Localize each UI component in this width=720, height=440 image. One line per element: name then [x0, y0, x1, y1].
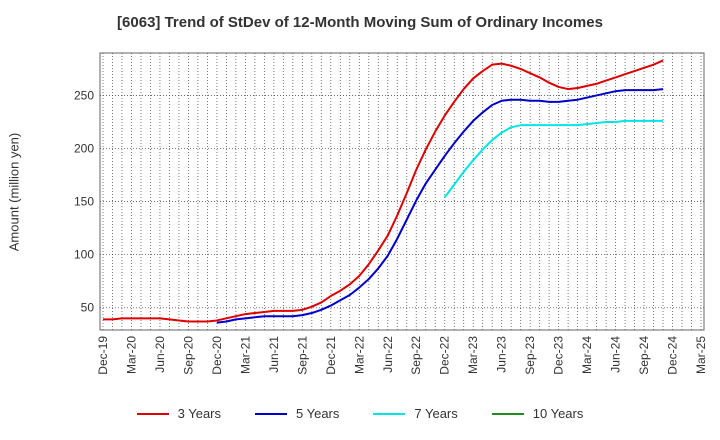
x-tick-label: Mar-21: [238, 336, 252, 374]
legend-label: 3 Years: [177, 406, 221, 421]
x-tick-label: Dec-20: [210, 336, 224, 375]
legend-swatch: [491, 412, 524, 415]
plot-frame: [99, 52, 705, 331]
x-tick-label: Jun-20: [153, 336, 167, 373]
legend-item-3-years: 3 Years: [136, 406, 221, 421]
x-tick-label: Mar-22: [352, 336, 366, 374]
x-tick-label: Sep-21: [295, 336, 309, 375]
chart-title: [6063] Trend of StDev of 12-Month Moving…: [117, 14, 603, 31]
y-axis: 50 100 150 200 250: [74, 88, 94, 314]
legend-swatch: [136, 412, 169, 415]
x-tick-label: Sep-23: [523, 336, 537, 375]
y-tick-label: 50: [81, 301, 95, 315]
legend-item-5-years: 5 Years: [255, 406, 339, 421]
x-tick-label: Sep-20: [181, 336, 195, 375]
series-line-5-years: [216, 88, 664, 324]
x-axis: Dec-19 Mar-20 Jun-20 Sep-20 Dec-20 Mar-21 Jun-…: [96, 336, 708, 375]
series-lines: [103, 59, 664, 324]
series-line-7-years: [443, 119, 664, 198]
legend-label: 5 Years: [296, 406, 340, 421]
x-tick-label: Mar-23: [466, 336, 480, 374]
x-tick-label: Jun-22: [381, 336, 395, 373]
x-tick-label: Sep-24: [637, 336, 651, 375]
x-tick-label: Jun-21: [267, 336, 281, 373]
x-tick-label: Dec-21: [324, 336, 338, 375]
x-tick-label: Mar-25: [694, 336, 708, 374]
x-tick-label: Dec-19: [96, 336, 110, 375]
legend-label: 10 Years: [532, 406, 584, 421]
legend-item-7-years: 7 Years: [373, 406, 458, 421]
x-tick-label: Sep-22: [409, 336, 423, 375]
y-tick-label: 200: [74, 142, 94, 156]
x-tick-label: Mar-20: [124, 336, 138, 374]
series-line-3-years: [103, 59, 664, 323]
x-tick-label: Mar-24: [580, 336, 594, 374]
legend-label: 7 Years: [414, 406, 458, 421]
x-tick-label: Dec-23: [552, 336, 566, 375]
legend-swatch: [373, 412, 406, 415]
x-tick-label: Jun-24: [609, 336, 623, 373]
legend-swatch: [255, 412, 287, 415]
y-tick-label: 100: [74, 248, 94, 262]
y-tick-label: 250: [74, 88, 94, 102]
legend: 3 Years 5 Years 7 Years 10 Years: [0, 406, 720, 421]
y-tick-label: 150: [74, 195, 94, 209]
legend-item-10-years: 10 Years: [491, 406, 584, 421]
x-tick-label: Jun-23: [495, 336, 509, 373]
x-tick-label: Dec-24: [666, 336, 680, 375]
x-tick-label: Dec-22: [438, 336, 452, 375]
